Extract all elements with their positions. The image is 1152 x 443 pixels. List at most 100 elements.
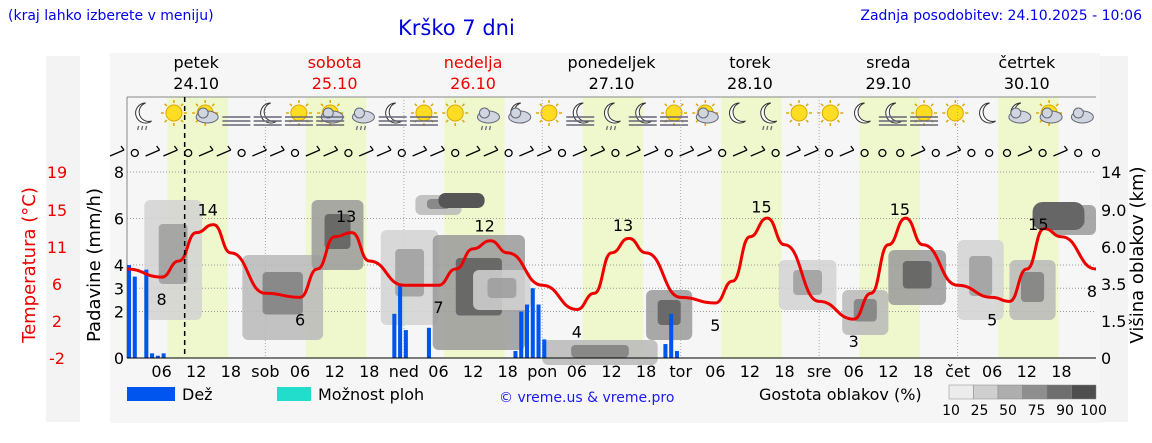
cloud-core: [158, 224, 188, 284]
cloud-core: [262, 272, 303, 315]
cloud-core: [969, 256, 993, 296]
rain-bar: [392, 313, 397, 358]
sun-ray: [555, 119, 559, 123]
wind-barb-icon: [910, 149, 926, 157]
sun-ray: [180, 119, 184, 123]
sun-ray: [164, 103, 168, 107]
wind-calm-icon: [130, 148, 139, 158]
rain-bar: [144, 269, 149, 358]
sun-ray: [539, 103, 543, 107]
sun-ray: [164, 119, 168, 123]
cloud-core: [657, 300, 681, 325]
day-date: 29.10: [865, 74, 911, 93]
day-name: petek: [174, 53, 220, 72]
y-right-tick-label: 3.5: [1101, 275, 1126, 294]
rain-bar: [161, 353, 166, 358]
wind-barb-flag: [796, 145, 801, 151]
moon-cloud-icon: [508, 102, 532, 124]
wind-barb-icon: [679, 149, 694, 157]
wind-calm-icon: [611, 148, 620, 158]
rain-drop: [605, 125, 609, 131]
x-tick-label: 06: [428, 362, 448, 381]
cloud-core: [793, 270, 823, 295]
cloud-density-scale: 10 25 50 75 90 100: [942, 384, 1107, 419]
wind-barb-flag: [173, 145, 178, 151]
wind-barb-flag: [440, 145, 445, 151]
wind-barb-icon: [376, 149, 392, 157]
day-name: nedelja: [444, 53, 503, 72]
rain-bar: [542, 339, 547, 358]
wind-calm-icon: [290, 148, 300, 158]
wind-barb-flag: [583, 145, 588, 151]
day-date: 27.10: [589, 74, 635, 93]
sun-ray: [820, 119, 824, 123]
sun-icon: [535, 100, 562, 126]
cloud-core: [1021, 272, 1045, 302]
cloud-band-high: [438, 193, 485, 208]
moon-rain-icon: [760, 102, 778, 131]
sun-ray: [820, 103, 824, 107]
moon-shape: [604, 102, 621, 124]
cloud-rain-icon: [476, 107, 500, 131]
fog-icon: [222, 116, 251, 126]
daylight-band: [582, 97, 644, 358]
storm-legend-label: Možnost ploh: [318, 385, 424, 404]
cloud-density-swatch: [973, 384, 999, 400]
wind-barb-icon: [465, 149, 481, 157]
sun-ray: [945, 103, 949, 107]
x-tick-label: 12: [324, 362, 344, 381]
wind-calm-icon: [718, 148, 727, 158]
location-hint: (kraj lahko izberete v meniju): [8, 8, 214, 24]
last-update: Zadnja posodobitev: 24.10.2025 - 10:06: [860, 8, 1142, 24]
right-axis-panel: [1100, 56, 1128, 422]
wind-calm-icon: [824, 148, 834, 158]
sun-ray: [555, 103, 559, 107]
y-left-tick-label: 4: [114, 256, 124, 275]
rain-bar: [536, 304, 541, 358]
sun-shape: [946, 104, 964, 122]
rain-bar: [513, 351, 518, 358]
x-tick-label: 18: [497, 362, 517, 381]
wind-barb-icon: [803, 149, 819, 157]
wind-barb-flag: [957, 145, 962, 151]
wind-barb-icon: [590, 149, 605, 157]
sun-icon: [817, 100, 844, 126]
cloud-density-swatch: [1046, 384, 1072, 400]
wind-barb-icon: [216, 149, 232, 157]
wind-barb-flag: [814, 145, 819, 151]
wind-calm-icon: [771, 148, 780, 158]
sun-ray: [539, 119, 543, 123]
wind-barb-icon: [643, 149, 659, 157]
sun-ray: [195, 103, 199, 107]
sun-ray: [789, 119, 793, 123]
wind-barb-flag: [476, 145, 481, 151]
moon-fog-icon: [378, 102, 407, 126]
wind-barb-flag: [120, 145, 125, 151]
wind-barb-icon: [697, 149, 712, 157]
wind-barb-flag: [209, 145, 214, 151]
sun-ray: [805, 119, 809, 123]
wind-barb-icon: [1017, 149, 1033, 157]
day-name: torek: [729, 53, 771, 72]
x-tick-label: čet: [945, 362, 970, 381]
x-tick-label: 06: [567, 362, 587, 381]
sun-shape: [165, 104, 183, 122]
wind-barb-icon: [323, 149, 338, 157]
temperature-label: 3: [849, 332, 859, 351]
moon-shape: [854, 102, 871, 124]
moon-shape: [135, 102, 152, 124]
wind-barb-icon: [163, 149, 178, 157]
sun-ray: [445, 103, 449, 107]
daylight-bands: [167, 97, 1059, 358]
y-right-tick-label: 9.0: [1101, 201, 1126, 220]
day-date: 26.10: [450, 74, 496, 93]
moon-shape: [760, 102, 778, 124]
wind-barb-flag: [316, 145, 321, 151]
cloud-puff: [478, 107, 490, 119]
sun-ray: [680, 103, 684, 107]
rain-drop: [766, 125, 769, 131]
daylight-band: [721, 97, 782, 358]
x-tick-label: 18: [913, 362, 933, 381]
wind-calm-icon: [896, 148, 905, 158]
sun-ray: [320, 103, 324, 107]
